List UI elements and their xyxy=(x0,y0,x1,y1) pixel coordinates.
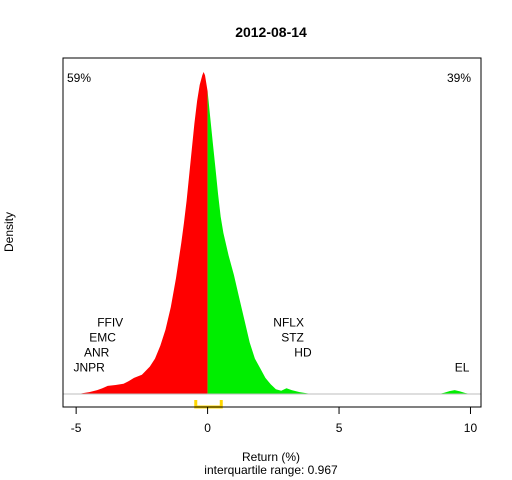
positive-share-label: 39% xyxy=(447,71,471,85)
stock-label: FFIV xyxy=(97,315,123,329)
stock-label: JNPR xyxy=(74,361,106,375)
stock-label: HD xyxy=(294,346,312,360)
positive-returns-area xyxy=(207,91,471,395)
x-axis-label: Return (%) xyxy=(242,450,300,464)
stock-label: NFLX xyxy=(273,315,304,329)
stock-label: EL xyxy=(455,361,470,375)
x-tick-label: 10 xyxy=(464,421,478,435)
y-axis-label: Density xyxy=(2,212,16,252)
iqr-caption: interquartile range: 0.967 xyxy=(204,463,338,477)
plot-frame xyxy=(62,57,482,408)
x-axis: -5 0 5 10 xyxy=(71,406,478,435)
x-tick-label: 5 xyxy=(336,421,343,435)
stock-label: ANR xyxy=(84,346,110,360)
negative-returns-area xyxy=(81,72,208,394)
chart-title: 2012-08-14 xyxy=(235,24,307,40)
negative-share-label: 59% xyxy=(67,71,91,85)
iqr-bracket-line xyxy=(194,400,223,409)
stock-label: STZ xyxy=(281,331,304,345)
x-tick-label: 0 xyxy=(204,421,211,435)
iqr-bracket xyxy=(194,400,223,409)
x-tick-label: -5 xyxy=(71,421,82,435)
stock-label: EMC xyxy=(89,331,116,345)
density-area xyxy=(81,72,471,395)
